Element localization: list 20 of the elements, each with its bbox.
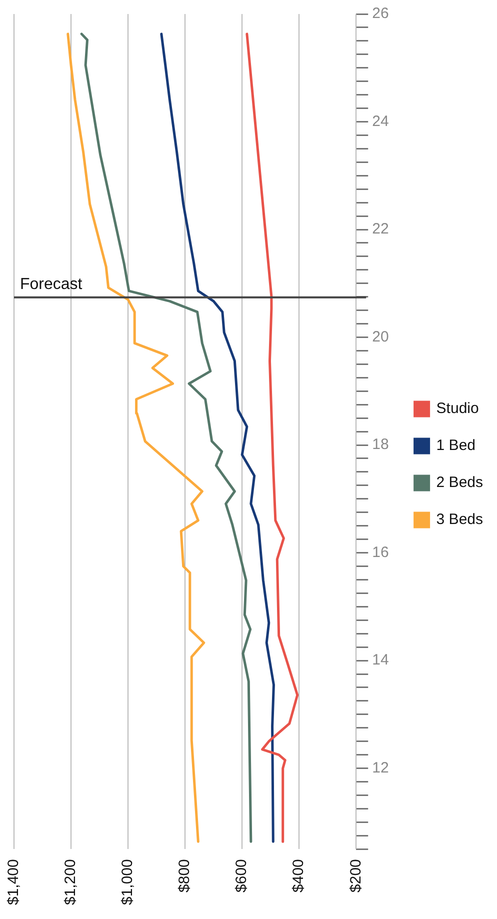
legend-label: 3 Beds bbox=[436, 511, 484, 528]
x-tick-label: $1,200 bbox=[62, 859, 80, 906]
x-tick-label: $600 bbox=[233, 859, 250, 892]
x-tick-label: $1,400 bbox=[5, 859, 22, 906]
y-tick-label: 18 bbox=[372, 436, 389, 454]
ref-line-label: Forecast bbox=[20, 276, 83, 293]
x-tick-label: $200 bbox=[347, 859, 364, 892]
y-tick-label: 22 bbox=[372, 220, 389, 238]
y-tick-label: 26 bbox=[372, 5, 389, 22]
x-tick-label: $400 bbox=[290, 859, 308, 892]
x-tick-label: $800 bbox=[176, 859, 194, 892]
y-tick-label: 20 bbox=[372, 328, 389, 346]
y-tick-label: 16 bbox=[372, 544, 389, 561]
y-tick-label: 14 bbox=[372, 652, 389, 669]
legend-label: 2 Beds bbox=[436, 474, 484, 492]
x-tick-label: $1,000 bbox=[119, 859, 136, 906]
legend-label: Studio bbox=[436, 400, 479, 418]
y-tick-label: 12 bbox=[372, 759, 389, 776]
y-tick-label: 24 bbox=[372, 112, 389, 130]
legend-label: 1 Bed bbox=[436, 437, 476, 454]
